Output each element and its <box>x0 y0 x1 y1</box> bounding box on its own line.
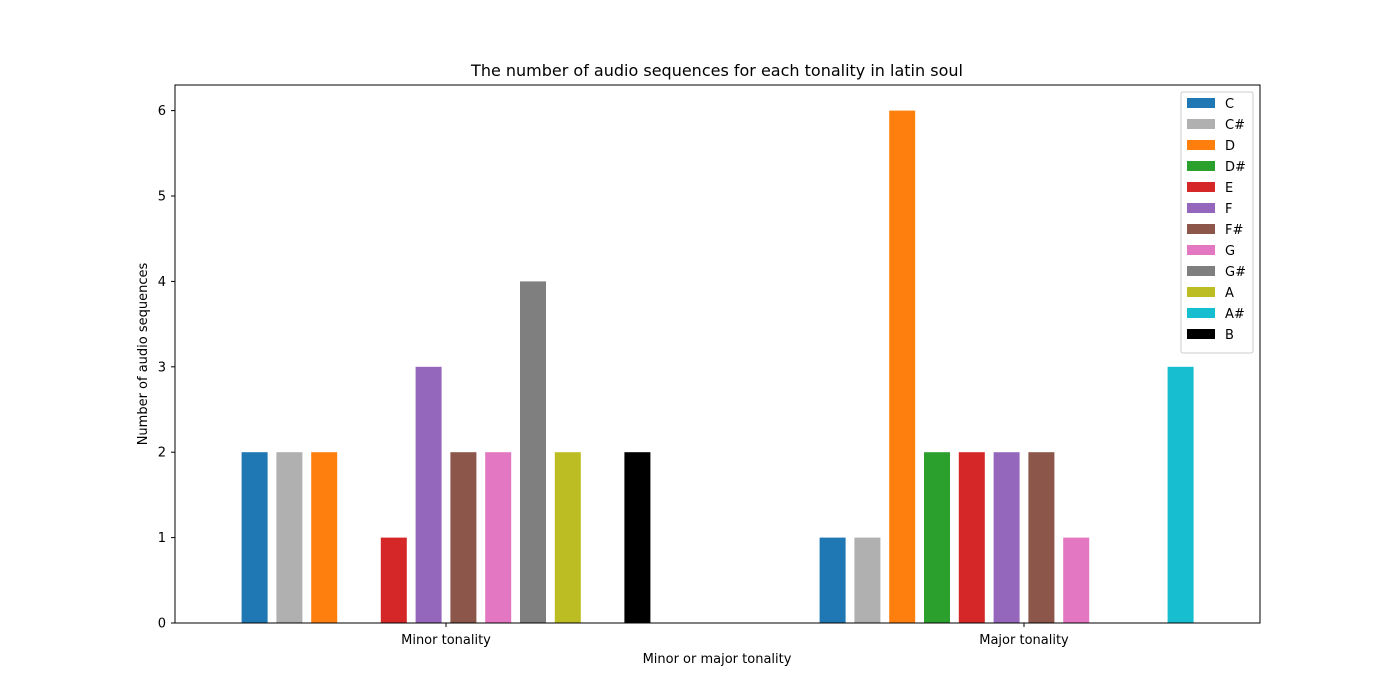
legend-swatch <box>1187 266 1215 276</box>
bar-e-major <box>958 452 985 623</box>
bars-group <box>241 110 1194 624</box>
legend-swatch <box>1187 182 1215 192</box>
legend-entry-label: F# <box>1225 223 1243 238</box>
bar-d-minor <box>311 452 338 623</box>
legend-swatch <box>1187 119 1215 129</box>
y-axis-label: Number of audio sequences <box>136 262 151 445</box>
legend-entry-label: D <box>1225 139 1235 154</box>
legend-swatch <box>1187 224 1215 234</box>
y-tick-label: 4 <box>158 275 166 290</box>
x-axis: Minor tonality Major tonality <box>401 623 1069 648</box>
y-tick-label: 0 <box>158 617 166 632</box>
bar-csharp-minor <box>276 452 303 623</box>
y-tick-label: 2 <box>158 446 166 461</box>
bar-fsharp-major <box>1028 452 1055 623</box>
legend-swatch <box>1187 161 1215 171</box>
legend-entry-label: A <box>1225 286 1234 301</box>
bar-c-minor <box>241 452 268 623</box>
bar-g-major <box>1063 537 1090 623</box>
bar-gsharp-minor <box>520 281 546 623</box>
bar-asharp-major <box>1167 366 1194 623</box>
bar-csharp-major <box>854 537 881 623</box>
legend-entry-label: D# <box>1225 160 1246 175</box>
legend-swatch <box>1187 140 1215 150</box>
bar-a-minor <box>554 452 581 623</box>
x-tick-label: Major tonality <box>979 633 1069 648</box>
bar-b-minor <box>624 452 651 623</box>
legend-entry-label: C# <box>1225 118 1245 133</box>
legend-entry-label: E <box>1225 181 1233 196</box>
legend-entry-label: G# <box>1225 265 1246 280</box>
bar-e-minor <box>380 537 407 623</box>
y-tick-label: 3 <box>158 360 166 375</box>
legend-swatch <box>1187 245 1215 255</box>
y-tick-label: 5 <box>158 190 166 205</box>
y-axis: 0 1 2 3 4 5 6 <box>158 104 175 632</box>
legend-entry-label: B <box>1225 328 1234 343</box>
bar-f-major <box>993 452 1020 623</box>
legend-swatch <box>1187 287 1215 297</box>
x-tick-label: Minor tonality <box>401 633 491 648</box>
bar-fsharp-minor <box>450 452 477 623</box>
legend-entry-label: A# <box>1225 307 1245 322</box>
y-tick-label: 1 <box>158 531 166 546</box>
bar-c-major <box>819 537 846 623</box>
legend-entry-label: F <box>1225 202 1232 217</box>
legend-swatch <box>1187 308 1215 318</box>
y-tick-label: 6 <box>158 104 166 119</box>
legend: C C# D D# EF F# G G# A A# B <box>1180 91 1254 354</box>
plot-area-frame <box>174 84 1261 624</box>
bar-g-minor <box>485 452 512 623</box>
bar-dsharp-major <box>924 452 950 623</box>
bar-f-minor <box>415 366 442 623</box>
x-axis-label: Minor or major tonality <box>643 652 792 667</box>
legend-swatch <box>1187 329 1215 339</box>
chart-title: The number of audio sequences for each t… <box>470 61 963 80</box>
bar-d-major <box>889 110 916 624</box>
legend-swatch <box>1187 203 1215 213</box>
legend-entry-label: C <box>1225 97 1234 112</box>
legend-swatch <box>1187 98 1215 108</box>
legend-entry-label: G <box>1225 244 1235 259</box>
